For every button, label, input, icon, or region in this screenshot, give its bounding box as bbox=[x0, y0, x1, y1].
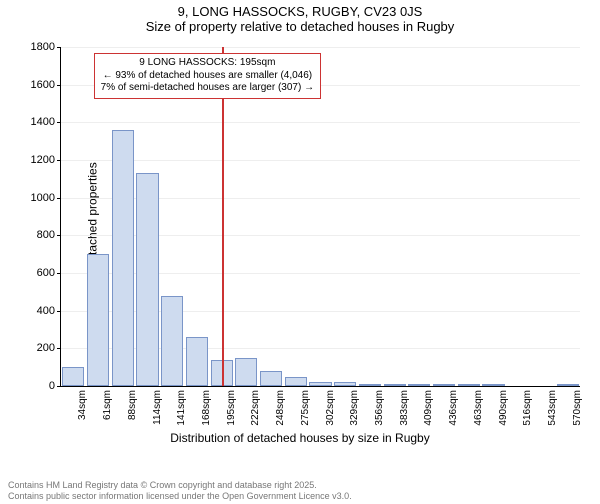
x-tick-label: 168sqm bbox=[201, 390, 212, 426]
histogram-bar bbox=[235, 358, 257, 386]
x-axis-label: Distribution of detached houses by size … bbox=[0, 431, 600, 445]
x-tick-label: 222sqm bbox=[250, 390, 261, 426]
y-tick-label: 1400 bbox=[31, 116, 61, 128]
x-tick-label: 88sqm bbox=[127, 390, 138, 420]
y-tick-label: 600 bbox=[37, 267, 61, 279]
annotation-line-3: 7% of semi-detached houses are larger (3… bbox=[101, 82, 314, 93]
gridline bbox=[61, 160, 580, 161]
x-tick-label: 275sqm bbox=[300, 390, 311, 426]
x-tick-label: 248sqm bbox=[275, 390, 286, 426]
x-tick-label: 383sqm bbox=[399, 390, 410, 426]
x-tick-label: 61sqm bbox=[102, 390, 113, 420]
footnote: Contains HM Land Registry data © Crown c… bbox=[8, 480, 352, 502]
histogram-bar bbox=[458, 384, 480, 386]
x-tick-label: 463sqm bbox=[473, 390, 484, 426]
gridline bbox=[61, 47, 580, 48]
y-tick-label: 1000 bbox=[31, 192, 61, 204]
chart-title-2: Size of property relative to detached ho… bbox=[0, 19, 600, 34]
histogram-bar bbox=[136, 173, 158, 386]
histogram-bar bbox=[87, 254, 109, 386]
x-tick-label: 114sqm bbox=[152, 390, 163, 425]
x-tick-label: 329sqm bbox=[349, 390, 360, 426]
histogram-bar bbox=[359, 384, 381, 386]
chart-area: Number of detached properties 0200400600… bbox=[0, 42, 600, 447]
y-tick-label: 1600 bbox=[31, 79, 61, 91]
histogram-bar bbox=[408, 384, 430, 386]
histogram-bar bbox=[334, 382, 356, 386]
x-tick-label: 356sqm bbox=[374, 390, 385, 426]
x-tick-label: 516sqm bbox=[522, 390, 533, 426]
x-tick-label: 141sqm bbox=[176, 390, 187, 426]
histogram-bar bbox=[433, 384, 455, 386]
x-tick-label: 195sqm bbox=[226, 390, 237, 426]
y-tick-label: 0 bbox=[49, 380, 61, 392]
histogram-bar bbox=[260, 371, 282, 386]
annotation-line-2: ← 93% of detached houses are smaller (4,… bbox=[103, 70, 313, 81]
y-tick-label: 800 bbox=[37, 229, 61, 241]
x-tick-label: 543sqm bbox=[547, 390, 558, 426]
gridline bbox=[61, 122, 580, 123]
histogram-bar bbox=[285, 377, 307, 386]
annotation-line-1: 9 LONG HASSOCKS: 195sqm bbox=[139, 57, 275, 68]
annotation-box: 9 LONG HASSOCKS: 195sqm ← 93% of detached… bbox=[94, 53, 321, 99]
histogram-bar bbox=[112, 130, 134, 386]
footnote-line-1: Contains HM Land Registry data © Crown c… bbox=[8, 480, 317, 490]
y-tick-label: 1200 bbox=[31, 154, 61, 166]
chart-title-1: 9, LONG HASSOCKS, RUGBY, CV23 0JS bbox=[0, 4, 600, 19]
histogram-bar bbox=[309, 382, 331, 386]
histogram-bar bbox=[62, 367, 84, 386]
histogram-bar bbox=[161, 296, 183, 386]
x-tick-label: 570sqm bbox=[572, 390, 583, 426]
histogram-bar bbox=[384, 384, 406, 386]
x-tick-label: 490sqm bbox=[498, 390, 509, 426]
x-tick-label: 34sqm bbox=[77, 390, 88, 420]
x-tick-label: 436sqm bbox=[448, 390, 459, 426]
x-tick-label: 302sqm bbox=[325, 390, 336, 426]
y-tick-label: 200 bbox=[37, 342, 61, 354]
plot-region: 02004006008001000120014001600180034sqm61… bbox=[60, 47, 580, 387]
y-tick-label: 1800 bbox=[31, 41, 61, 53]
x-tick-label: 409sqm bbox=[423, 390, 434, 426]
histogram-bar bbox=[557, 384, 579, 386]
histogram-bar bbox=[482, 384, 504, 386]
histogram-bar bbox=[186, 337, 208, 386]
y-tick-label: 400 bbox=[37, 305, 61, 317]
